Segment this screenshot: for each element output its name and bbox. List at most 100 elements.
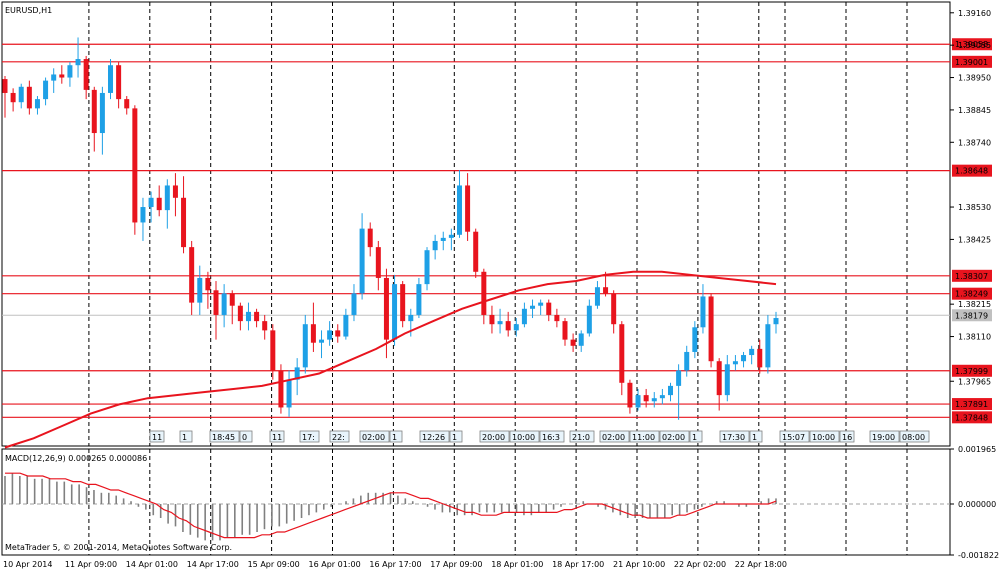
event-marker-box [179,430,193,443]
candle-body [148,197,154,208]
candle-body [603,287,609,294]
candle-body [562,321,568,340]
candle-body [757,348,763,368]
y-tick-label: 1.38845 [958,106,991,115]
event-marker-box [299,430,320,443]
candle-body [359,228,365,294]
candle-body [538,302,544,306]
candle-body [578,333,584,346]
candle-body [481,271,487,315]
candle-body [10,92,16,103]
candle-body [432,240,438,251]
candle-body [408,314,414,322]
candle-body [554,314,560,322]
candle-body [392,284,398,340]
candle-body [611,293,617,325]
candle-body [278,370,284,408]
macd-panel-frame [1,448,951,556]
macd-y-tick-label: 0.001965 [958,445,996,454]
candle-body [367,228,373,248]
candle-body [245,311,251,322]
x-tick-label: 10 Apr 2014 [3,560,52,569]
price-panel-frame [1,1,951,447]
candle-body [651,398,657,402]
candle-body [465,185,471,232]
event-marker-label: 16:3 [542,433,560,442]
macd-label: MACD(12,26,9) 0.000265 0.000086 [5,454,147,463]
event-marker-box [869,430,900,443]
candle-body [43,80,49,100]
candle-body [254,311,260,322]
event-marker-box [389,430,403,443]
candle-body [67,65,73,78]
y-tick-label: 1.38110 [958,333,991,342]
candle-body [59,74,65,78]
event-marker-label: 17:30 [722,433,745,442]
candle-body [546,302,552,315]
candle-body [262,321,268,331]
x-tick-label: 17 Apr 09:00 [430,560,482,569]
candle-body [18,86,24,103]
event-marker-label: 02:00 [362,433,385,442]
y-tick-label: 1.38425 [958,235,991,244]
current-price-label: 1.38179 [955,311,988,320]
candle-body [294,367,300,380]
event-marker-box [779,430,810,443]
candle-body [343,314,349,337]
candle-body [83,59,89,90]
y-tick-label: 1.39160 [958,9,991,18]
event-marker-box [359,430,390,443]
candle-body [375,247,381,278]
y-tick-label: 1.38215 [958,300,991,309]
moving-average-line [4,270,777,449]
price-level-tag [952,364,992,377]
price-level-label: 1.39001 [955,58,988,67]
event-marker-box [749,430,763,443]
candle-body [684,351,690,371]
event-marker-box [899,430,930,443]
candle-body [286,379,292,408]
candle-body [335,330,341,337]
event-marker-box [689,430,703,443]
x-tick-label: 22 Apr 02:00 [674,560,726,569]
candle-body [132,108,138,223]
x-tick-label: 16 Apr 01:00 [309,560,361,569]
x-tick-label: 18 Apr 17:00 [552,560,604,569]
candle-body [643,395,649,402]
candle-body [99,92,105,134]
candle-body [351,293,357,315]
event-marker-label: 1 [692,433,697,442]
candle-body [513,324,519,331]
chart-title: EURUSD,H1 [5,6,52,15]
candle-body [383,277,389,340]
event-marker-box [419,430,450,443]
candle-body [181,197,187,248]
candle-body [627,382,633,408]
candle-body [497,321,503,325]
price-level-label: 1.37999 [955,367,988,376]
x-tick-label: 11 Apr 09:00 [65,560,117,569]
event-marker-label: 1 [452,433,457,442]
event-marker-label: 19:00 [872,433,895,442]
candle-body [505,321,511,331]
price-level-label: 1.37891 [955,400,988,409]
y-tick-label: 1.38530 [958,203,991,212]
candle-body [724,364,730,396]
candle-body [319,339,325,343]
candle-body [310,324,316,343]
event-marker-label: 12:26 [422,433,445,442]
event-marker-label: 16 [842,433,852,442]
candle-body [51,74,57,81]
candle-body [189,247,195,303]
candle-body [2,79,8,93]
candle-body [26,86,32,109]
price-level-label: 1.39058 [955,40,988,49]
event-marker-box [329,430,350,443]
candle-body [676,370,682,386]
copyright-text: MetaTrader 5, © 2001-2014, MetaQuotes So… [5,543,232,552]
candle-body [221,293,227,315]
event-marker-box [239,430,253,443]
candle-body [400,284,406,322]
event-marker-label: 20:00 [482,433,505,442]
